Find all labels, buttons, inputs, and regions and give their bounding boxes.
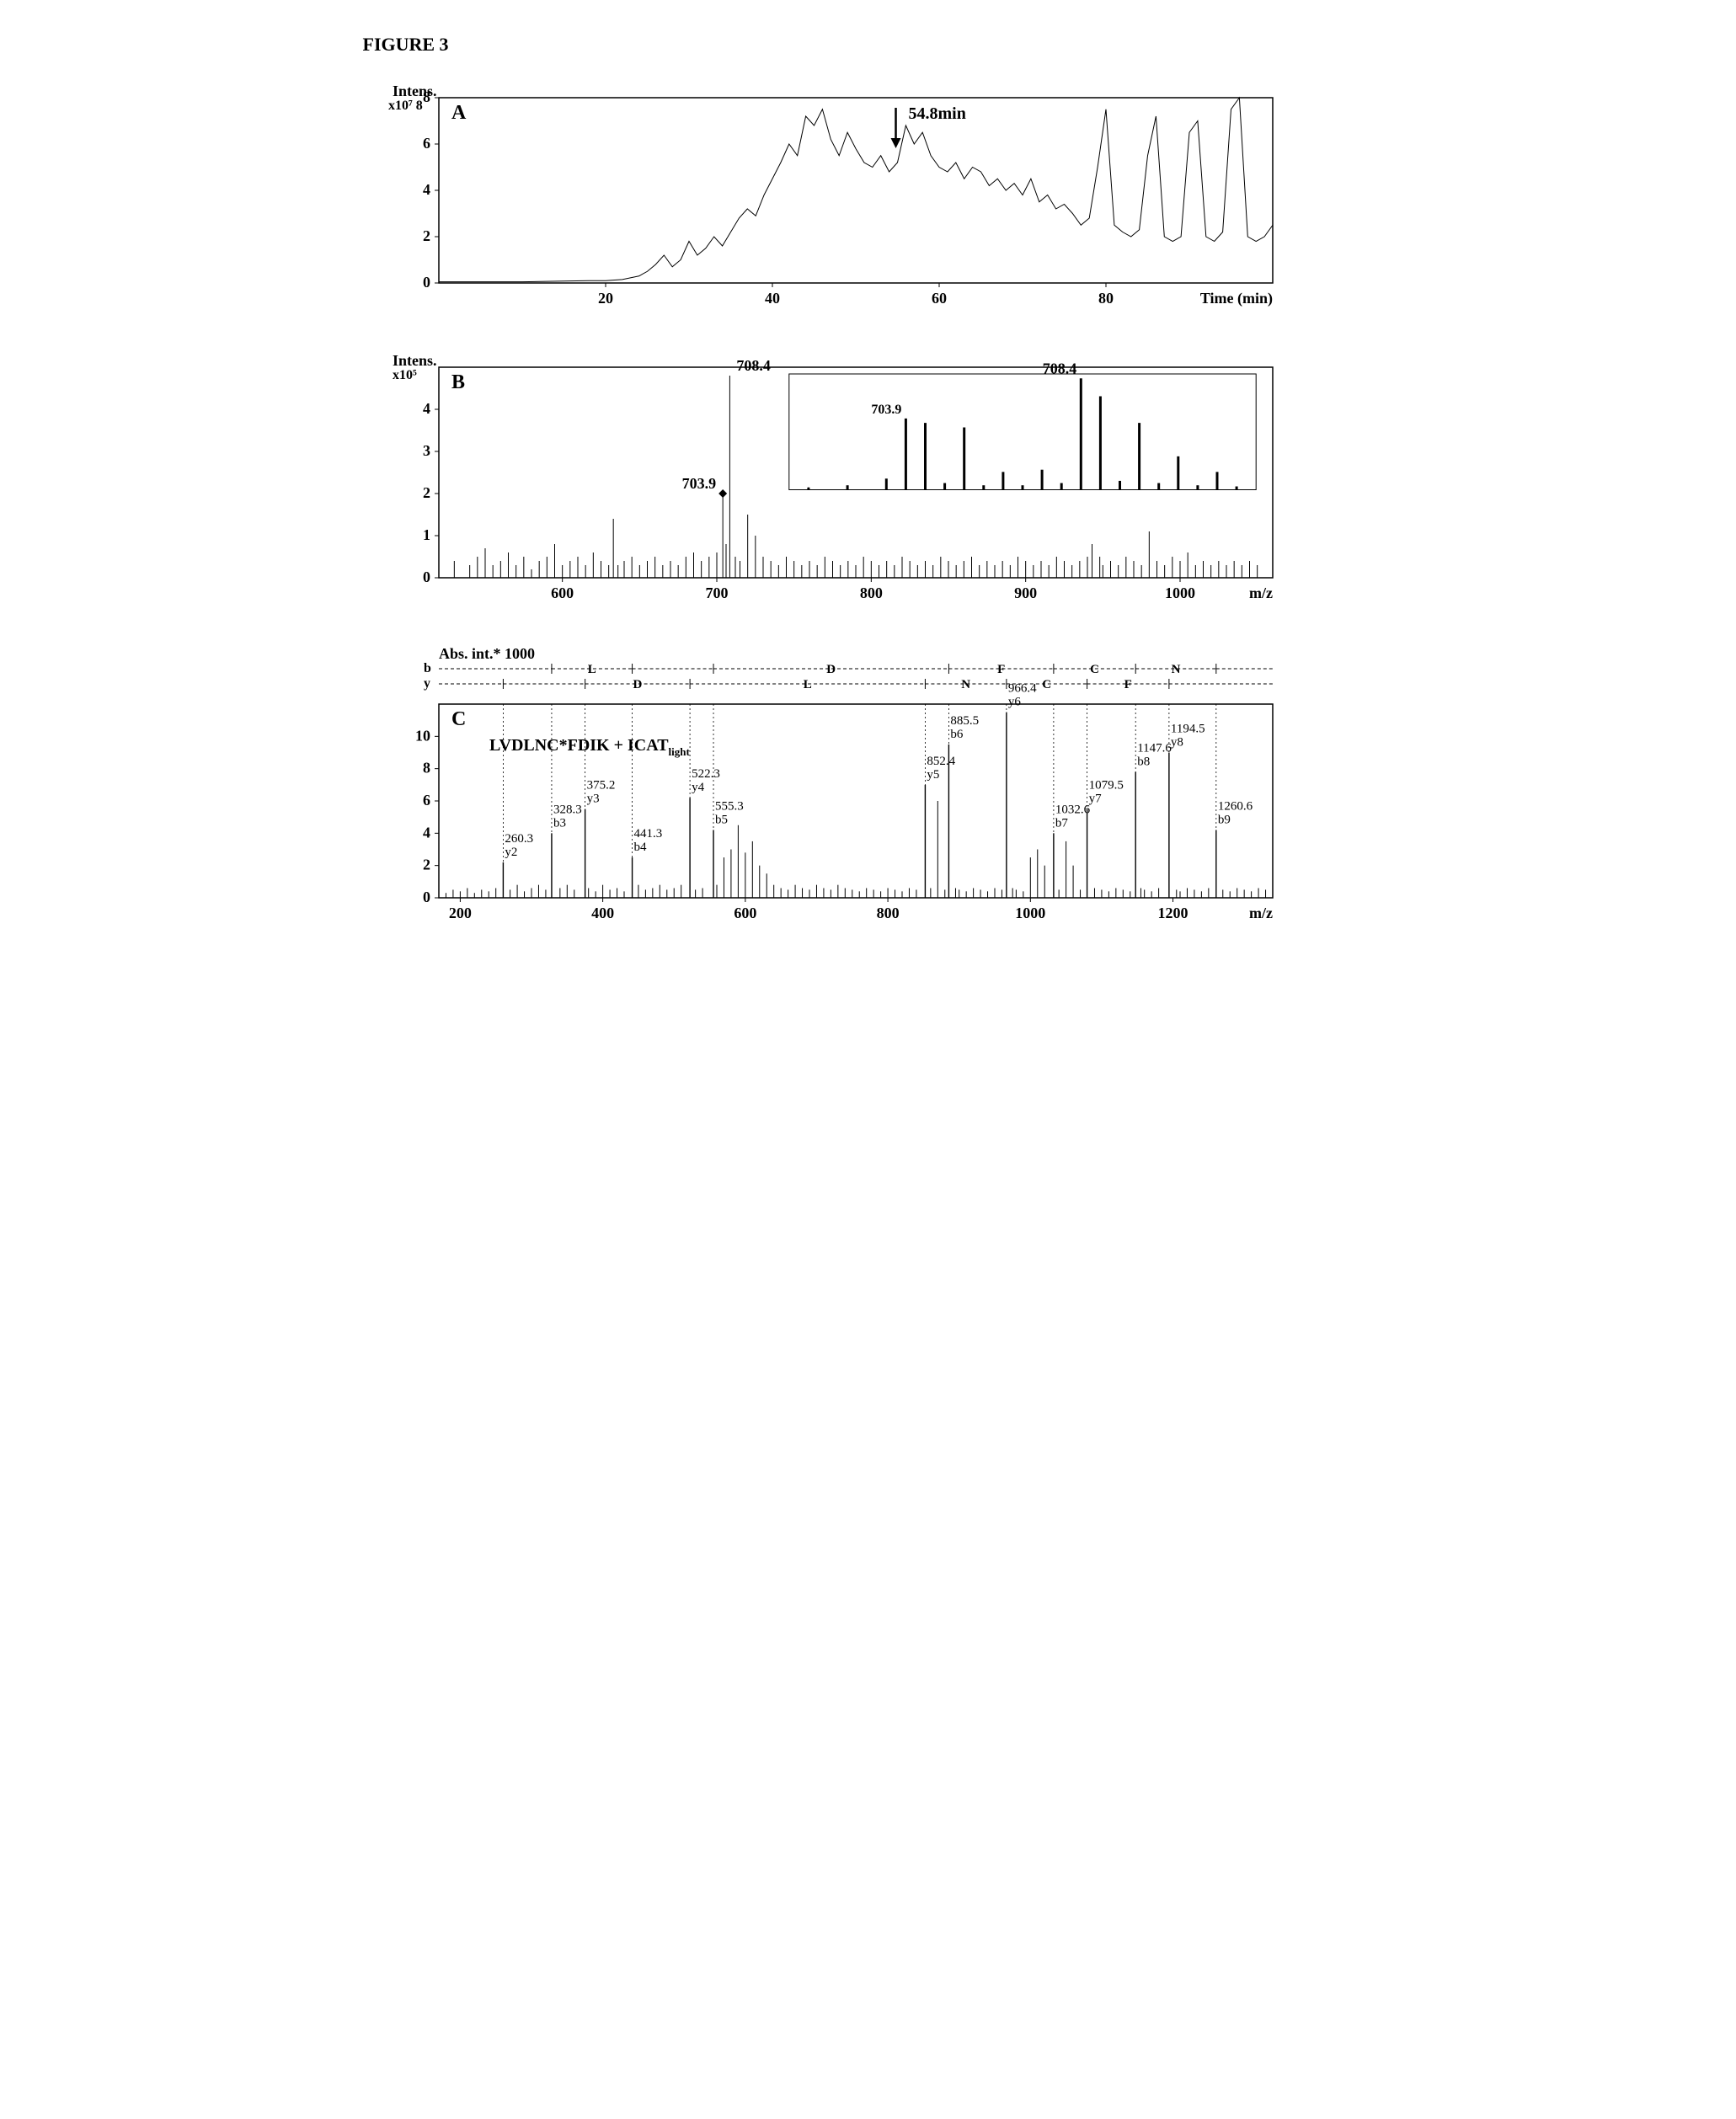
svg-text:A: A: [451, 102, 467, 124]
svg-text:y6: y6: [1007, 696, 1021, 709]
svg-text:b6: b6: [950, 728, 964, 741]
svg-text:8: 8: [423, 760, 430, 777]
svg-text:1260.6: 1260.6: [1217, 800, 1253, 814]
svg-text:C: C: [1042, 678, 1051, 691]
svg-text:1079.5: 1079.5: [1088, 779, 1123, 793]
svg-text:b9: b9: [1217, 814, 1230, 827]
svg-text:y8: y8: [1170, 736, 1183, 750]
svg-text:885.5: 885.5: [950, 714, 979, 728]
svg-text:852.4: 852.4: [927, 755, 955, 768]
svg-text:703.9: 703.9: [681, 475, 716, 492]
svg-text:700: 700: [705, 584, 728, 601]
svg-text:Abs. int.* 1000: Abs. int.* 1000: [439, 645, 535, 662]
svg-text:y: y: [424, 676, 430, 691]
panel-c: Abs. int.* 1000 0 2 4 6 8 10 200 400 600 800 1000 12…: [363, 645, 1374, 931]
svg-text:L: L: [803, 678, 811, 691]
svg-text:m/z: m/z: [1249, 584, 1273, 601]
svg-text:2: 2: [423, 857, 430, 873]
svg-text:400: 400: [591, 905, 614, 921]
svg-text:x10⁷ 8: x10⁷ 8: [388, 99, 423, 113]
svg-text:600: 600: [734, 905, 756, 921]
panel-b-svg: Intens.x10⁵ 0 1 2 3 4 600 700 800 900 1000 m/z 703.9…: [363, 350, 1290, 611]
svg-text:m/z: m/z: [1249, 905, 1273, 921]
svg-text:4: 4: [423, 181, 430, 198]
svg-text:3: 3: [423, 442, 430, 459]
svg-text:D: D: [633, 678, 642, 691]
svg-text:441.3: 441.3: [633, 827, 662, 841]
svg-text:C: C: [451, 708, 466, 730]
svg-text:b7: b7: [1055, 816, 1068, 830]
svg-text:800: 800: [859, 584, 882, 601]
svg-text:L: L: [587, 663, 596, 676]
svg-text:2: 2: [423, 484, 430, 501]
svg-text:900: 900: [1014, 584, 1037, 601]
svg-text:80: 80: [1098, 290, 1114, 307]
svg-text:LVDLNC*FDIK + ICATlight: LVDLNC*FDIK + ICATlight: [489, 736, 691, 758]
svg-text:1000: 1000: [1165, 584, 1195, 601]
panel-a-svg: Intens.x10⁷ 80246820406080Time (min)A54.…: [363, 81, 1290, 317]
svg-text:1194.5: 1194.5: [1170, 723, 1205, 736]
figure-title: FIGURE 3: [363, 34, 1374, 56]
svg-text:b4: b4: [633, 841, 647, 854]
svg-text:375.2: 375.2: [586, 779, 615, 793]
svg-text:B: B: [451, 371, 465, 393]
svg-text:y5: y5: [927, 768, 939, 782]
svg-text:b5: b5: [715, 814, 728, 827]
svg-text:x10⁵: x10⁵: [393, 368, 417, 382]
svg-text:328.3: 328.3: [553, 803, 581, 816]
svg-text:1000: 1000: [1015, 905, 1045, 921]
svg-text:Time (min): Time (min): [1199, 290, 1272, 307]
svg-text:D: D: [826, 663, 836, 676]
panel-c-svg: Abs. int.* 1000 0 2 4 6 8 10 200 400 600 800 1000 12…: [363, 645, 1290, 931]
svg-text:6: 6: [423, 135, 430, 152]
svg-text:708.4: 708.4: [1042, 360, 1076, 376]
svg-text:y2: y2: [505, 846, 517, 859]
svg-text:1032.6: 1032.6: [1055, 803, 1090, 816]
svg-text:0: 0: [423, 568, 430, 585]
svg-text:b3: b3: [553, 816, 565, 830]
svg-text:b: b: [424, 661, 431, 675]
svg-text:1147.6: 1147.6: [1137, 742, 1172, 755]
svg-text:800: 800: [876, 905, 899, 921]
svg-text:200: 200: [448, 905, 471, 921]
svg-text:54.8min: 54.8min: [908, 104, 965, 123]
svg-text:1: 1: [423, 526, 430, 543]
svg-text:N: N: [1171, 663, 1180, 676]
svg-text:522.3: 522.3: [692, 767, 720, 781]
svg-text:703.9: 703.9: [871, 403, 901, 417]
svg-text:60: 60: [932, 290, 947, 307]
svg-text:Intens.: Intens.: [393, 352, 437, 369]
svg-text:F: F: [997, 663, 1005, 676]
svg-text:40: 40: [765, 290, 780, 307]
svg-text:F: F: [1124, 678, 1131, 691]
svg-text:y7: y7: [1088, 793, 1102, 806]
svg-text:708.4: 708.4: [736, 357, 771, 374]
svg-text:20: 20: [598, 290, 613, 307]
svg-text:b8: b8: [1137, 755, 1150, 769]
svg-text:260.3: 260.3: [505, 832, 533, 846]
svg-text:4: 4: [423, 824, 430, 841]
svg-text:2: 2: [423, 227, 430, 244]
svg-text:N: N: [961, 678, 970, 691]
svg-text:y4: y4: [692, 781, 705, 794]
panel-a: Intens.x10⁷ 80246820406080Time (min)A54.…: [363, 81, 1374, 317]
svg-text:y3: y3: [586, 793, 599, 806]
svg-text:6: 6: [423, 792, 430, 809]
svg-text:0: 0: [423, 889, 430, 905]
svg-text:10: 10: [415, 727, 430, 744]
svg-text:555.3: 555.3: [715, 800, 744, 814]
svg-text:8: 8: [423, 88, 430, 105]
svg-text:1200: 1200: [1157, 905, 1188, 921]
svg-text:0: 0: [423, 274, 430, 291]
svg-text:4: 4: [423, 400, 430, 417]
panel-b: Intens.x10⁵ 0 1 2 3 4 600 700 800 900 1000 m/z 703.9…: [363, 350, 1374, 611]
svg-text:C: C: [1090, 663, 1099, 676]
svg-text:600: 600: [551, 584, 574, 601]
